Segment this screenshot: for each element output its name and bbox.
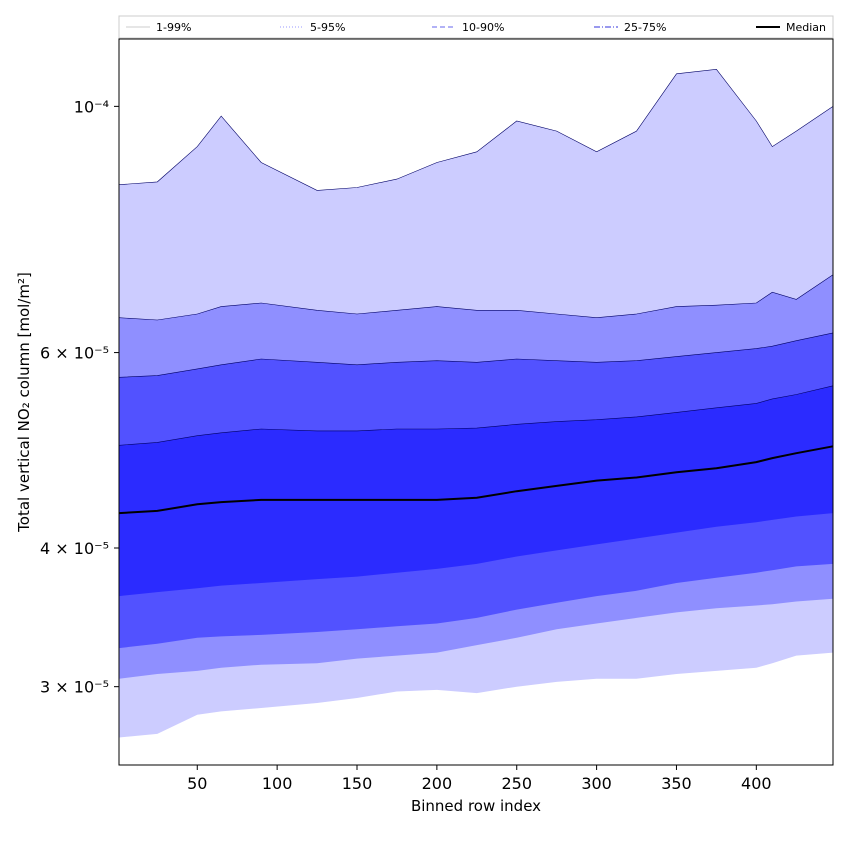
legend: 1-99% 5-95% 10-90% 25-75% Median	[118, 15, 834, 39]
legend-label: Median	[786, 21, 826, 34]
band-upper-edge-25-75%	[118, 385, 834, 446]
x-tick-label: 350	[661, 774, 692, 793]
y-tick-label: 3 × 10⁻⁵	[40, 678, 109, 697]
y-tick-label: 10⁻⁴	[74, 97, 109, 116]
axes	[118, 38, 834, 766]
median-line-group	[118, 445, 834, 515]
band-25-75%	[119, 385, 833, 597]
band-upper-edge-10-90%	[118, 332, 834, 378]
y-axis-label: Total vertical NO₂ column [mol/m²]	[15, 272, 33, 533]
x-tick-label: 250	[501, 774, 532, 793]
legend-label: 1-99%	[156, 21, 191, 34]
x-tick-label: 100	[262, 774, 293, 793]
x-axis-label: Binned row index	[411, 797, 541, 815]
legend-label: 25-75%	[624, 21, 666, 34]
legend-label: 10-90%	[462, 21, 504, 34]
x-tick-label: 400	[741, 774, 772, 793]
x-axis-ticks: 50 100 150 200 250 300 350 400	[187, 765, 772, 793]
legend-label: 5-95%	[310, 21, 345, 34]
x-tick-label: 150	[342, 774, 373, 793]
y-tick-label: 4 × 10⁻⁵	[40, 539, 109, 558]
y-axis-ticks: 10⁻⁴ 6 × 10⁻⁵ 4 × 10⁻⁵ 3 × 10⁻⁵	[40, 97, 119, 697]
x-tick-label: 200	[422, 774, 453, 793]
band-upper-edge-5-95%	[118, 274, 834, 321]
band-upper-edge-1-99%	[118, 68, 834, 191]
plot-frame	[118, 38, 834, 766]
legend-box	[118, 15, 834, 39]
percentile-bands	[118, 68, 834, 738]
x-tick-label: 300	[581, 774, 612, 793]
x-tick-label: 50	[187, 774, 207, 793]
y-tick-label: 6 × 10⁻⁵	[40, 344, 109, 363]
median-line	[118, 445, 834, 515]
